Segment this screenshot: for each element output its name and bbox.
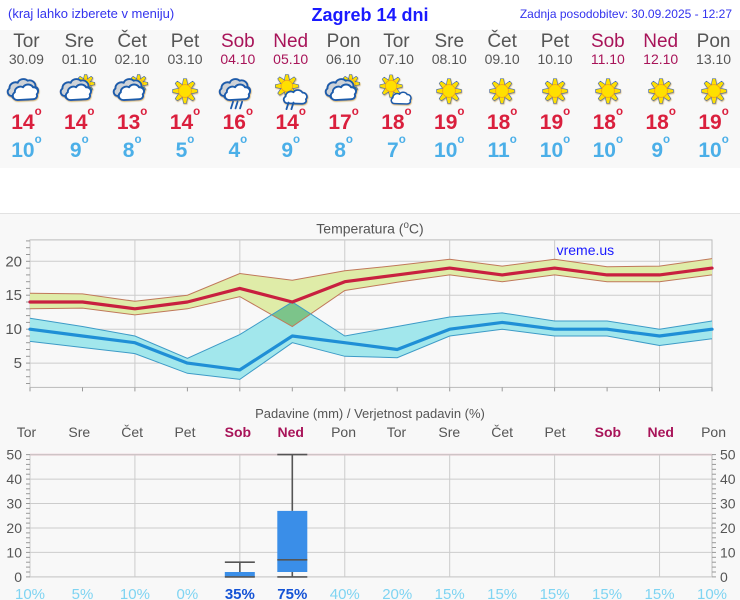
svg-text:40: 40 <box>720 471 736 487</box>
svg-text:vreme.us: vreme.us <box>557 242 615 258</box>
svg-text:5: 5 <box>14 355 22 372</box>
svg-text:0: 0 <box>720 569 728 585</box>
svg-text:50: 50 <box>6 447 22 463</box>
svg-text:15%: 15% <box>435 586 465 600</box>
svg-text:20%: 20% <box>382 586 412 600</box>
svg-text:10%: 10% <box>15 586 45 600</box>
svg-text:30: 30 <box>720 496 736 512</box>
svg-text:30: 30 <box>6 496 22 512</box>
svg-text:20: 20 <box>6 520 22 536</box>
svg-text:50: 50 <box>720 447 736 463</box>
svg-text:10%: 10% <box>697 586 727 600</box>
svg-text:10%: 10% <box>120 586 150 600</box>
svg-text:15: 15 <box>5 287 22 304</box>
svg-text:0: 0 <box>14 569 22 585</box>
svg-text:15%: 15% <box>645 586 675 600</box>
svg-text:0%: 0% <box>177 586 199 600</box>
svg-text:15%: 15% <box>592 586 622 600</box>
svg-text:40%: 40% <box>330 586 360 600</box>
svg-text:10: 10 <box>6 544 22 560</box>
svg-text:5%: 5% <box>72 586 94 600</box>
svg-text:40: 40 <box>6 471 22 487</box>
svg-text:20: 20 <box>720 520 736 536</box>
svg-text:35%: 35% <box>225 586 255 600</box>
svg-text:20: 20 <box>5 253 22 270</box>
svg-text:75%: 75% <box>277 586 307 600</box>
svg-text:15%: 15% <box>540 586 570 600</box>
svg-text:15%: 15% <box>487 586 517 600</box>
svg-text:10: 10 <box>5 321 22 338</box>
svg-text:10: 10 <box>720 544 736 560</box>
